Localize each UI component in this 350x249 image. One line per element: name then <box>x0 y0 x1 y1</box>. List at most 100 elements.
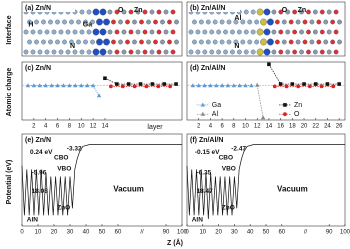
atom <box>212 39 218 45</box>
atom <box>263 48 271 56</box>
x-tick-label: 50 <box>99 230 106 236</box>
atom-label: Zn <box>134 7 143 14</box>
panel-label: (b) Zn/Al/N <box>190 5 225 12</box>
point <box>202 83 207 88</box>
atom <box>163 9 169 15</box>
atom <box>76 39 81 45</box>
atom <box>156 49 162 55</box>
atom <box>256 48 264 56</box>
atom <box>79 29 85 35</box>
atom <box>41 19 46 25</box>
point <box>190 83 196 88</box>
atom <box>142 49 148 55</box>
atom <box>174 39 179 45</box>
atom <box>195 29 201 35</box>
atom <box>330 39 335 45</box>
atom <box>337 39 342 45</box>
point <box>103 76 107 81</box>
atom <box>149 9 155 15</box>
atom <box>99 8 107 16</box>
point <box>313 82 318 86</box>
atom <box>118 39 123 45</box>
annotation: ZnO <box>222 204 235 211</box>
atom <box>170 49 176 55</box>
panel-frame <box>186 133 346 227</box>
atom <box>92 48 100 56</box>
series-line <box>256 85 264 118</box>
x-tick-label: 2 <box>197 124 201 130</box>
x-tick-label: 16 <box>277 124 284 130</box>
legend-label: O <box>294 111 300 118</box>
atom <box>55 19 60 25</box>
point <box>31 83 37 88</box>
atom <box>330 19 335 25</box>
atom <box>121 9 127 15</box>
atom <box>111 39 116 45</box>
point <box>115 82 119 86</box>
x-tick-label: 40 <box>247 230 254 236</box>
atom <box>90 39 95 45</box>
x-tick-label: 6 <box>220 124 224 130</box>
atom <box>263 28 271 36</box>
point <box>150 82 155 86</box>
atom <box>30 29 36 35</box>
atom <box>72 49 78 55</box>
point <box>49 83 54 88</box>
point <box>267 62 271 67</box>
atom <box>163 49 169 55</box>
point <box>337 82 341 86</box>
x-tick-label: 10 <box>242 124 249 130</box>
annotation: 18.47 <box>196 188 213 195</box>
x-tick-label: 18 <box>289 124 296 130</box>
annotation: CBO <box>54 155 68 162</box>
atom <box>202 29 208 35</box>
point <box>108 84 113 89</box>
point <box>331 84 336 89</box>
atom <box>313 9 318 15</box>
atom <box>292 49 297 55</box>
atom <box>114 29 120 35</box>
annotation: VBO <box>222 166 236 173</box>
atom <box>90 19 95 25</box>
atom-label: H <box>28 22 33 29</box>
x-axis-label: Z (Å) <box>167 238 183 247</box>
point <box>67 83 72 88</box>
point <box>283 112 287 117</box>
atom <box>65 49 71 55</box>
atom <box>288 19 294 25</box>
atom <box>153 19 158 25</box>
atom-label: Zn <box>298 7 307 14</box>
atom <box>247 19 253 25</box>
atom <box>69 39 74 45</box>
atom <box>326 49 332 55</box>
x-tick-label: 12 <box>254 124 261 130</box>
atom <box>288 39 294 45</box>
atom <box>230 29 235 35</box>
atom <box>27 39 32 45</box>
point <box>200 111 205 116</box>
annotation: -2.47 <box>231 145 246 152</box>
atom <box>281 39 287 45</box>
point <box>243 83 248 88</box>
panel-frame <box>21 61 183 121</box>
atom <box>313 49 318 55</box>
atom <box>174 19 179 25</box>
atom <box>299 9 304 15</box>
atom <box>62 19 67 25</box>
point <box>168 84 173 89</box>
atom <box>51 29 57 35</box>
atom <box>319 49 325 55</box>
atom <box>107 29 113 35</box>
atom <box>333 29 339 35</box>
label-bg <box>188 3 240 12</box>
point <box>302 82 306 86</box>
atom <box>199 19 204 25</box>
atom <box>226 39 232 45</box>
point <box>138 82 143 86</box>
atom <box>337 19 342 25</box>
atom <box>219 19 225 25</box>
point <box>200 102 205 107</box>
atom <box>333 9 339 15</box>
x-tick-label: 8 <box>232 124 236 130</box>
atom <box>326 29 332 35</box>
